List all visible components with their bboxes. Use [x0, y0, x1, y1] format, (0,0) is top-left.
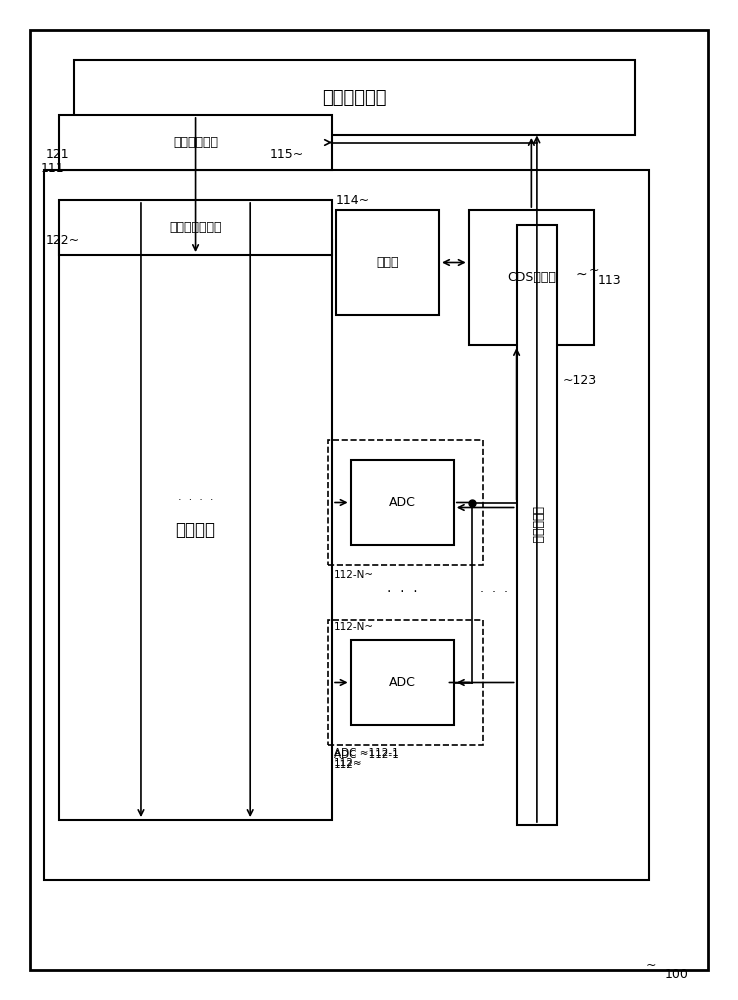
Text: 122~: 122~	[46, 233, 80, 246]
FancyBboxPatch shape	[74, 60, 635, 135]
Text: 112~: 112~	[334, 758, 362, 768]
Text: ~: ~	[646, 958, 656, 972]
FancyBboxPatch shape	[351, 640, 454, 725]
FancyBboxPatch shape	[351, 460, 454, 545]
Text: ~: ~	[589, 263, 599, 276]
Text: 112-N~: 112-N~	[334, 570, 373, 580]
Text: ADC: ADC	[389, 496, 415, 509]
Text: 121: 121	[46, 148, 69, 161]
FancyBboxPatch shape	[59, 200, 332, 255]
Text: 像素区域: 像素区域	[176, 521, 215, 539]
Text: 时序控制电路: 时序控制电路	[173, 136, 218, 149]
Text: 114~: 114~	[336, 194, 370, 207]
Text: 112~: 112~	[334, 760, 362, 770]
FancyBboxPatch shape	[59, 115, 332, 170]
Text: 111: 111	[41, 162, 64, 175]
FancyBboxPatch shape	[336, 210, 439, 315]
Text: 100: 100	[664, 968, 688, 982]
Text: CDS处理部: CDS处理部	[507, 271, 556, 284]
Text: 信号处理装置: 信号处理装置	[322, 89, 387, 106]
Text: 存储部: 存储部	[376, 256, 399, 269]
Text: ·  ·  ·: · · ·	[387, 585, 418, 599]
Text: ·  ·  ·: · · ·	[480, 586, 508, 599]
FancyBboxPatch shape	[44, 170, 649, 880]
FancyBboxPatch shape	[30, 30, 708, 970]
Text: 垂直扫描驱动部: 垂直扫描驱动部	[169, 221, 222, 234]
Text: ADC ~112-1: ADC ~112-1	[334, 750, 399, 760]
Text: 112-N~: 112-N~	[334, 622, 373, 632]
Text: 115~: 115~	[269, 148, 303, 161]
Text: ~: ~	[576, 268, 587, 282]
Text: 113: 113	[598, 273, 621, 286]
FancyBboxPatch shape	[517, 225, 557, 825]
FancyBboxPatch shape	[59, 240, 332, 820]
Text: ~123: ~123	[562, 373, 596, 386]
Text: ADC ~112-1: ADC ~112-1	[334, 748, 399, 758]
FancyBboxPatch shape	[469, 210, 594, 345]
Text: ADC: ADC	[389, 676, 415, 689]
Text: ·  ·  ·  ·: · · · ·	[178, 495, 213, 505]
Text: 水平扫描部: 水平扫描部	[531, 506, 543, 544]
